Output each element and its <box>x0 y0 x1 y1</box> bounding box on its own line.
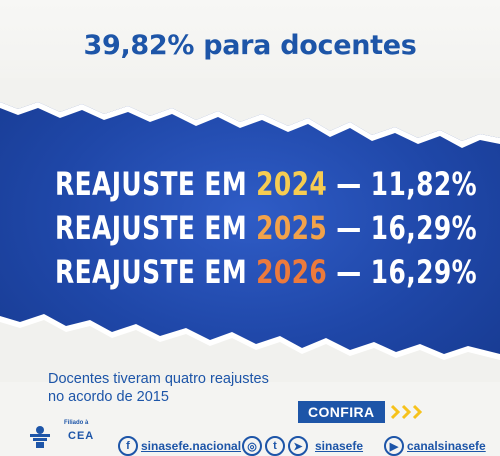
torn-paper-edge-bottom <box>0 314 500 382</box>
subtitle: Docentes tiveram quatro reajustes no aco… <box>48 370 428 406</box>
line-prefix: REAJUSTE EM <box>55 209 257 247</box>
line-prefix: REAJUSTE EM <box>55 165 257 203</box>
line-suffix: — 16,29% <box>327 209 477 247</box>
line-suffix: — 16,29% <box>327 253 477 291</box>
facebook-link[interactable]: f sinasefe.nacional <box>118 436 241 456</box>
subtitle-line-2: no acordo de 2015 <box>48 389 169 405</box>
subtitle-line-1: Docentes tiveram quatro reajustes <box>48 371 269 387</box>
instagram-icon: ◎ <box>242 436 262 456</box>
adjustment-line-2024: REAJUSTE EM 2024 — 11,82% <box>55 162 477 206</box>
youtube-handle: canalsinasefe <box>407 439 486 453</box>
youtube-icon: ▶ <box>384 436 404 456</box>
torn-paper-edge-top <box>0 78 500 148</box>
twitter-icon: t <box>265 436 285 456</box>
adjustment-line-2026: REAJUSTE EM 2026 — 16,29% <box>55 250 477 294</box>
multi-handle: sinasefe <box>315 439 364 453</box>
adjustment-line-2025: REAJUSTE EM 2025 — 16,29% <box>55 206 477 250</box>
year-2024: 2024 <box>256 165 328 203</box>
affiliation-org: CEA <box>68 430 95 442</box>
multi-social-link[interactable]: ◎ t ➤ sinasefe <box>242 436 363 456</box>
triple-chevron-icon <box>390 404 425 420</box>
confira-cta[interactable]: CONFIRA <box>298 401 425 423</box>
line-prefix: REAJUSTE EM <box>55 253 257 291</box>
telegram-icon: ➤ <box>288 436 308 456</box>
headline: 39,82% para docentes <box>83 30 417 61</box>
facebook-icon: f <box>118 436 138 456</box>
facebook-handle: sinasefe.nacional <box>141 439 242 453</box>
affiliation-label: Filiado à <box>64 420 89 426</box>
confira-button[interactable]: CONFIRA <box>298 401 385 423</box>
youtube-link[interactable]: ▶ canalsinasefe <box>384 436 486 456</box>
sinasefe-logo-icon <box>30 426 50 448</box>
line-suffix: — 11,82% <box>327 165 477 203</box>
adjustment-list: REAJUSTE EM 2024 — 11,82% REAJUSTE EM 20… <box>55 162 477 294</box>
year-2025: 2025 <box>256 209 328 247</box>
year-2026: 2026 <box>256 253 328 291</box>
